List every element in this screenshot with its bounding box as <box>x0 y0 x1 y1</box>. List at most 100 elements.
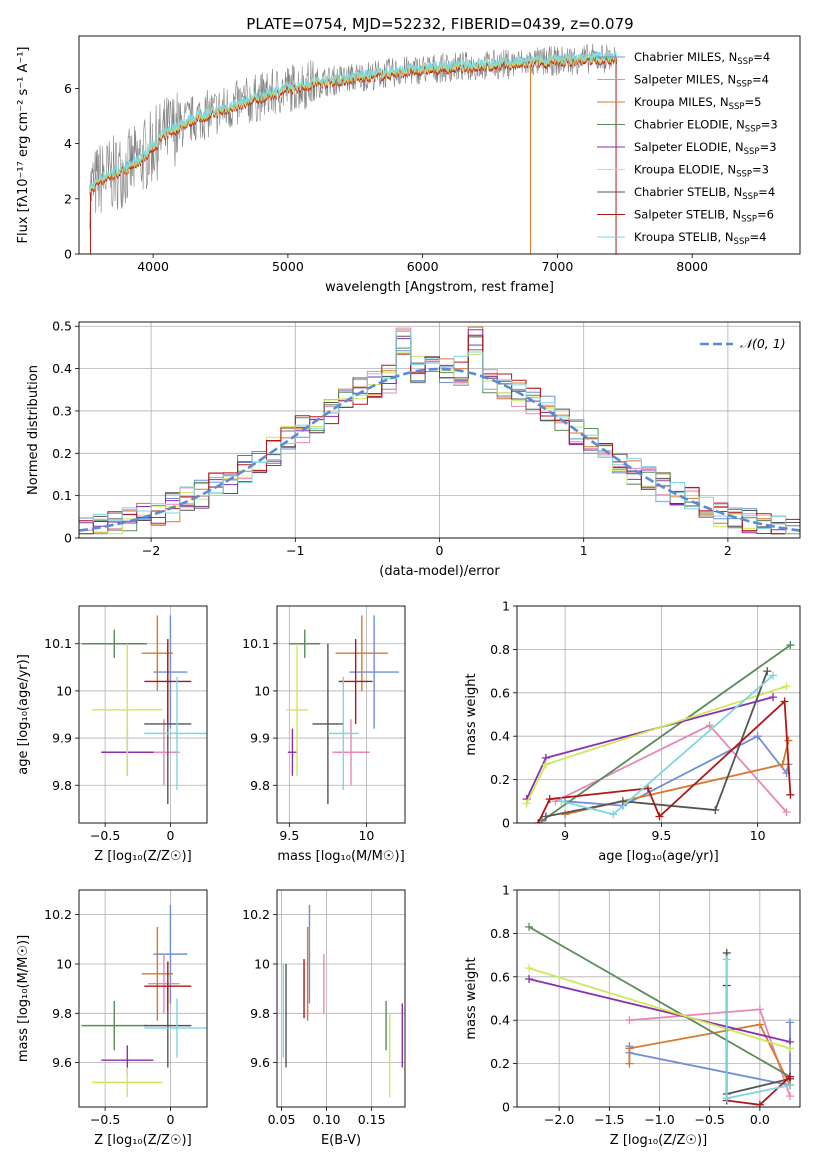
plot-area-residuals <box>79 326 800 538</box>
weight-marker <box>769 671 778 680</box>
legend-n: , N <box>718 230 734 244</box>
legend-eq: = <box>760 140 770 154</box>
weight-marker <box>722 955 731 964</box>
weight-marker <box>763 667 772 676</box>
axes-frame <box>516 605 801 824</box>
axes-age-vs-mass: 9.5 10 9.8 9.9 10 10.1 mass [log₁₀(M/M☉)] <box>242 605 406 864</box>
weight-marker <box>782 808 791 817</box>
weight-marker <box>786 641 795 650</box>
weight-marker <box>618 797 627 806</box>
y-tick-label: 0.8 <box>490 926 510 941</box>
y-tick-label: 4 <box>64 136 72 151</box>
errorbar-point <box>81 629 147 658</box>
y-tick-label: 10.1 <box>44 636 72 651</box>
legend-nssp: 4 <box>762 73 769 87</box>
legend-eq: = <box>752 73 762 87</box>
x-tick-label: −2.0 <box>544 1112 574 1127</box>
legend-ssp: SSP <box>745 125 761 135</box>
weight-marker <box>755 1005 764 1014</box>
x-tick-label: 9 <box>561 828 569 843</box>
y-tick-label: 10.2 <box>44 907 72 922</box>
weight-marker <box>705 721 714 730</box>
weight-marker <box>545 795 554 804</box>
weight-marker <box>561 810 570 819</box>
x-tick-label: 0.05 <box>268 1112 296 1127</box>
y-tick-label: 9.9 <box>52 731 72 746</box>
legend-ssp: SSP <box>744 147 760 157</box>
y-axis-label: Normed distribution <box>26 365 41 495</box>
x-tick-label: −0.5 <box>90 828 120 843</box>
gridlines-mass-vs-Z <box>79 890 207 1107</box>
y-tick-label: 0.4 <box>490 729 510 744</box>
y-tick-label: 9.6 <box>52 1055 72 1070</box>
y-tick-label: 0.5 <box>52 319 72 334</box>
residual-histogram <box>79 329 800 538</box>
x-tick-label: 6000 <box>407 259 439 274</box>
legend-eq: = <box>753 50 763 64</box>
legend-label: Chabrier STELIB, NSSP=4 <box>634 185 775 202</box>
observed-spectrum <box>89 43 617 230</box>
legend-nssp: 3 <box>770 118 777 132</box>
weight-marker <box>785 1044 794 1053</box>
x-tick-label: 10 <box>750 828 766 843</box>
x-tick-label: 10 <box>358 828 374 843</box>
errorbar-point <box>338 639 373 724</box>
y-tick-label: 9.8 <box>250 778 270 793</box>
x-tick-label: 9.5 <box>651 828 671 843</box>
y-tick-label: 0 <box>64 531 72 546</box>
weight-marker <box>655 812 664 821</box>
x-tick-label: 0.15 <box>358 1112 386 1127</box>
legend-n: , N <box>725 208 741 222</box>
legend-label: Salpeter STELIB, NSSP=6 <box>634 208 774 225</box>
normal-curve <box>79 367 800 532</box>
y-tick-label: 1 <box>502 599 510 614</box>
axes-mass-vs-Z: −0.5 0 9.6 9.8 10 10.2 Z [log₁₀(Z/Z☉)] mass [lo… <box>16 889 208 1148</box>
panel-weight-vs-age: 9 9.5 10 0 0.2 0.4 0.6 0.8 1 age [log₁₀(age/yr)] m… <box>464 599 801 864</box>
y-tick-label: 0.2 <box>490 1056 510 1071</box>
x-axis-label: wavelength [Angstrom, rest frame] <box>325 280 554 295</box>
legend-n: , N <box>726 185 742 199</box>
gridlines-age-vs-Z <box>79 606 207 823</box>
weight-marker <box>785 1072 794 1081</box>
legend-eq: = <box>757 208 767 222</box>
x-tick-label: 5000 <box>272 259 304 274</box>
weight-line <box>537 699 792 823</box>
y-tick-label: 0.4 <box>490 1013 510 1028</box>
weight-marker <box>782 682 791 691</box>
weight-marker <box>780 697 789 706</box>
legend-ssp: SSP <box>737 57 753 67</box>
x-axis-label: mass [log₁₀(M/M☉)] <box>277 849 404 864</box>
weight-marker <box>778 760 787 769</box>
legend-name: Salpeter MILES <box>634 73 720 87</box>
y-tick-label: 0 <box>502 1100 510 1115</box>
legend-label: 𝒩(0, 1) <box>740 336 786 351</box>
legend-n: , N <box>720 73 736 87</box>
legend-name: Kroupa STELIB <box>634 230 718 244</box>
weight-line <box>628 1023 791 1086</box>
legend-ssp: SSP <box>734 237 750 247</box>
errorbar-point <box>312 643 344 805</box>
errorbar-point <box>144 676 207 790</box>
legend-eq: = <box>758 185 768 199</box>
weight-line <box>541 644 791 822</box>
plot-area-mass-vs-Z <box>81 904 207 1098</box>
plot-area-weight-vs-Z <box>525 922 794 1107</box>
weight-marker <box>769 693 778 702</box>
errorbar-point <box>289 629 321 658</box>
x-tick-label: 9.5 <box>279 828 299 843</box>
y-tick-label: 0.6 <box>490 969 510 984</box>
y-tick-label: 9.6 <box>250 1055 270 1070</box>
y-tick-label: 0.2 <box>490 772 510 787</box>
gridlines-mass-vs-EBV <box>277 890 405 1107</box>
y-tick-label: 6 <box>64 81 72 96</box>
axes-weight-vs-age: 9 9.5 10 0 0.2 0.4 0.6 0.8 1 age [log₁₀(age/yr)] m… <box>464 599 801 864</box>
x-tick-label: 0 <box>166 1112 174 1127</box>
weight-marker <box>785 1092 794 1101</box>
y-tick-label: 9.9 <box>250 731 270 746</box>
x-tick-label: 1 <box>580 543 588 558</box>
x-tick-label: −1 <box>286 543 304 558</box>
gridlines-age-vs-mass <box>277 606 405 823</box>
legend-n: , N <box>729 118 745 132</box>
